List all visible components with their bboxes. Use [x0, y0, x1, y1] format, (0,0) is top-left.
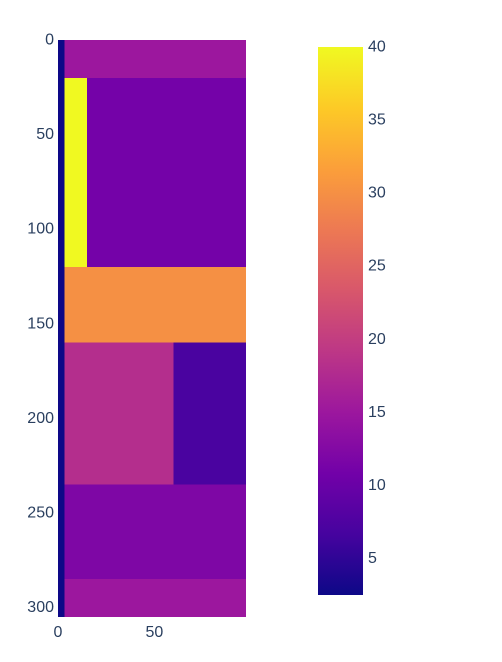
colorbar-tick-label: 40 — [368, 39, 386, 56]
colorbar-tick-label: 25 — [368, 258, 386, 275]
x-tick-label: 50 — [146, 624, 164, 641]
y-tick-label: 0 — [45, 32, 54, 49]
y-tick-label: 300 — [27, 599, 54, 616]
colorbar-tick-label: 5 — [368, 550, 377, 567]
colorbar-gradient — [318, 47, 363, 595]
colorbar-tick-label: 15 — [368, 404, 386, 421]
y-tick-label: 50 — [36, 126, 54, 143]
heatmap-cell — [64, 40, 246, 78]
heatmap-cell — [58, 40, 65, 617]
y-tick-label: 150 — [27, 315, 54, 332]
y-tick-label: 250 — [27, 504, 54, 521]
colorbar-tick-label: 20 — [368, 331, 386, 348]
y-tick-label: 200 — [27, 410, 54, 427]
y-axis: 0 50 100 150 200 250 300 — [27, 32, 54, 617]
heatmap-cell — [64, 77, 87, 268]
x-axis: 0 50 — [54, 624, 164, 641]
colorbar: 5 10 15 20 25 30 35 40 — [318, 39, 386, 595]
heatmap-cell — [86, 77, 246, 268]
plot-area — [58, 40, 246, 617]
heatmap-cell — [64, 342, 174, 485]
y-tick-label: 100 — [27, 221, 54, 238]
heatmap-cell — [64, 579, 246, 617]
heatmap-cell — [173, 342, 246, 485]
colorbar-tick-label: 10 — [368, 477, 386, 494]
colorbar-tick-label: 30 — [368, 185, 386, 202]
colorbar-tick-label: 35 — [368, 112, 386, 129]
heatmap-cell — [64, 267, 246, 343]
x-tick-label: 0 — [54, 624, 63, 641]
heatmap-cell — [64, 484, 246, 580]
